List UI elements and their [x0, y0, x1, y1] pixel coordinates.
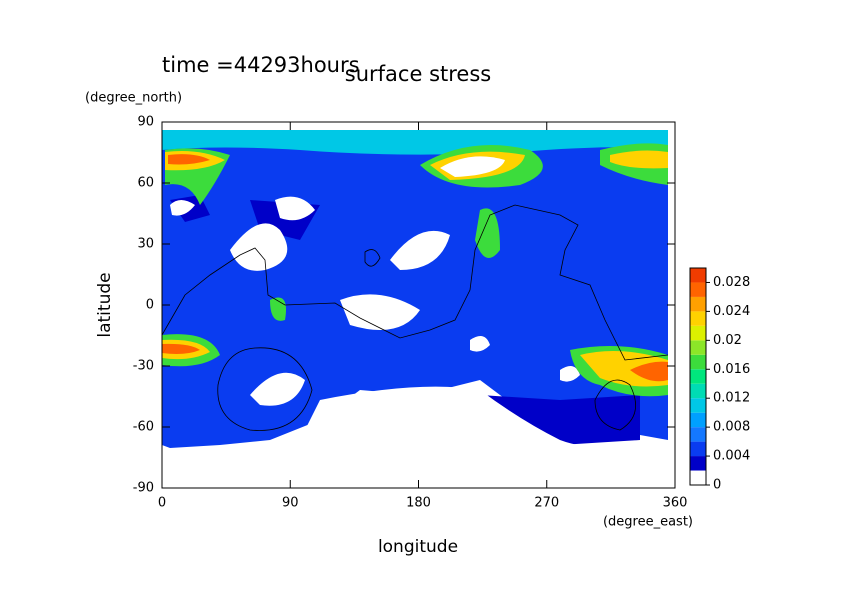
- colorbar-tick-label: 0.016: [713, 362, 750, 377]
- x-tick-label: 360: [663, 496, 688, 511]
- colorbar-band: [690, 340, 706, 355]
- x-unit: (degree_east): [603, 515, 693, 530]
- colorbar-band: [690, 383, 706, 399]
- x-axis-label: longitude: [378, 537, 458, 557]
- y-axis-label: latitude: [95, 272, 115, 337]
- colorbar-band: [690, 398, 706, 413]
- region: [440, 156, 505, 177]
- colorbar-tick-label: 0.012: [713, 391, 750, 406]
- colorbar-band: [690, 369, 706, 384]
- colorbar-band: [690, 268, 706, 283]
- colorbar-tick-label: 0: [713, 478, 721, 493]
- x-tick-label: 90: [282, 496, 299, 511]
- colorbar-band: [690, 456, 706, 471]
- region: [162, 386, 668, 488]
- coastline: [217, 249, 637, 431]
- region: [162, 130, 668, 155]
- colorbar-band: [690, 470, 706, 485]
- colorbar-band: [690, 325, 706, 341]
- y-unit: (degree_north): [85, 91, 182, 106]
- colorbar-band: [690, 441, 706, 457]
- region: [170, 195, 640, 445]
- y-tick-label: 90: [137, 115, 154, 130]
- region: [162, 150, 668, 387]
- colorbar-band: [690, 282, 706, 297]
- colorbar-band: [690, 354, 706, 370]
- coastline: [161, 204, 669, 361]
- chart-title: surface stress: [345, 62, 491, 86]
- colorbar: 0 0.004 0.008 0.012 0.016 0.02 0.024 0.028: [689, 267, 750, 493]
- colorbar-tick-label: 0.024: [713, 304, 750, 319]
- x-tick-label: 0: [158, 496, 166, 511]
- y-tick-label: -30: [133, 359, 154, 374]
- y-tick-label: -60: [133, 420, 154, 435]
- y-tick-label: 0: [146, 298, 154, 313]
- x-tick-label: 180: [406, 496, 431, 511]
- colorbar-tick-label: 0.004: [713, 449, 750, 464]
- y-tick-label: -90: [133, 481, 154, 496]
- region: [170, 196, 580, 406]
- x-tick-label: 270: [534, 496, 559, 511]
- subtitle: time =44293hours: [162, 53, 360, 77]
- colorbar-tick-label: 0.028: [713, 275, 750, 290]
- colorbar-band: [690, 296, 706, 312]
- colorbar-band: [690, 311, 706, 326]
- y-tick-label: 30: [137, 237, 154, 252]
- colorbar-tick-label: 0.008: [713, 420, 750, 435]
- field: [161, 130, 669, 488]
- y-tick-label: 60: [137, 176, 154, 191]
- colorbar-tick-label: 0.02: [713, 333, 742, 348]
- colorbar-band: [690, 412, 706, 428]
- colorbar-frame: [689, 267, 707, 486]
- colorbar-band: [690, 427, 706, 442]
